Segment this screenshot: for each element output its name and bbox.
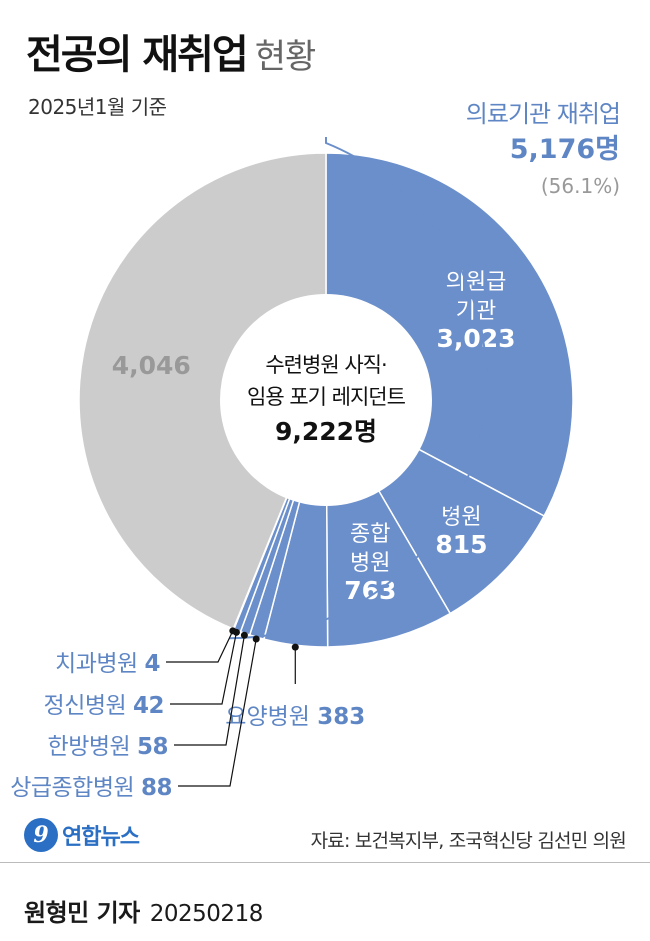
callout-label: 정신병원 42 bbox=[44, 693, 164, 719]
callout-name: 치과병원 bbox=[55, 651, 144, 677]
callout-label: 요양병원 383 bbox=[225, 704, 365, 730]
center-label: 수련병원 사직· bbox=[265, 353, 386, 377]
callout-value: 4 bbox=[144, 651, 160, 677]
center-hole bbox=[220, 294, 432, 506]
callout-name: 상급종합병원 bbox=[10, 775, 141, 801]
callout-leader bbox=[170, 632, 238, 705]
callout-leader bbox=[178, 638, 257, 787]
slice-name-label: 의원급 bbox=[446, 270, 507, 295]
reporter-credit: 원형민 기자 20250218 bbox=[24, 893, 263, 928]
callout-value: 88 bbox=[141, 775, 172, 801]
group-label: 의료기관 재취업 bbox=[466, 100, 620, 128]
center-label: 임용 포기 레지던트 bbox=[247, 385, 406, 409]
callout-value: 58 bbox=[137, 734, 168, 760]
yonhap-logo-icon: 9 bbox=[24, 818, 58, 852]
callout-name: 요양병원 bbox=[225, 704, 317, 730]
yonhap-logo: 9 연합뉴스 bbox=[24, 818, 140, 852]
callout-name: 정신병원 bbox=[44, 693, 133, 719]
slice-value-label: 4,046 bbox=[112, 351, 191, 380]
callout-label: 치과병원 4 bbox=[55, 651, 160, 677]
group-bracket bbox=[229, 137, 488, 640]
slice-value-label: 815 bbox=[435, 530, 487, 559]
title-sub: 현황 bbox=[254, 37, 317, 77]
reporter-name: 원형민 기자 bbox=[24, 899, 140, 927]
slice bbox=[78, 152, 327, 630]
callout-name: 한방병원 bbox=[48, 734, 137, 760]
callout-leader bbox=[174, 635, 245, 746]
callout-value: 42 bbox=[133, 693, 164, 719]
group-value: 5,176명 bbox=[510, 134, 620, 165]
reporter-date: 20250218 bbox=[149, 901, 264, 927]
callout-leader bbox=[166, 630, 234, 663]
source-note: 자료: 보건복지부, 조국혁신당 김선민 의원 bbox=[310, 830, 627, 852]
chart-title: 전공의 재취업 현황 bbox=[26, 22, 317, 80]
callout-label: 한방병원 58 bbox=[48, 734, 168, 760]
center-total: 9,222명 bbox=[275, 417, 377, 446]
callout-label: 상급종합병원 88 bbox=[10, 775, 172, 801]
slice-name-label: 종합 bbox=[350, 522, 390, 547]
slice-value-label: 3,023 bbox=[436, 324, 515, 353]
date-basis: 2025년1월 기준 bbox=[28, 95, 167, 119]
slice-value-label: 763 bbox=[344, 576, 396, 605]
group-percent: (56.1%) bbox=[541, 174, 620, 198]
title-main: 전공의 재취업 bbox=[26, 32, 249, 78]
yonhap-logo-text: 연합뉴스 bbox=[62, 825, 140, 850]
slice-name-label: 병원 bbox=[350, 551, 390, 576]
footer-divider bbox=[0, 862, 650, 863]
callout-value: 383 bbox=[317, 704, 365, 730]
